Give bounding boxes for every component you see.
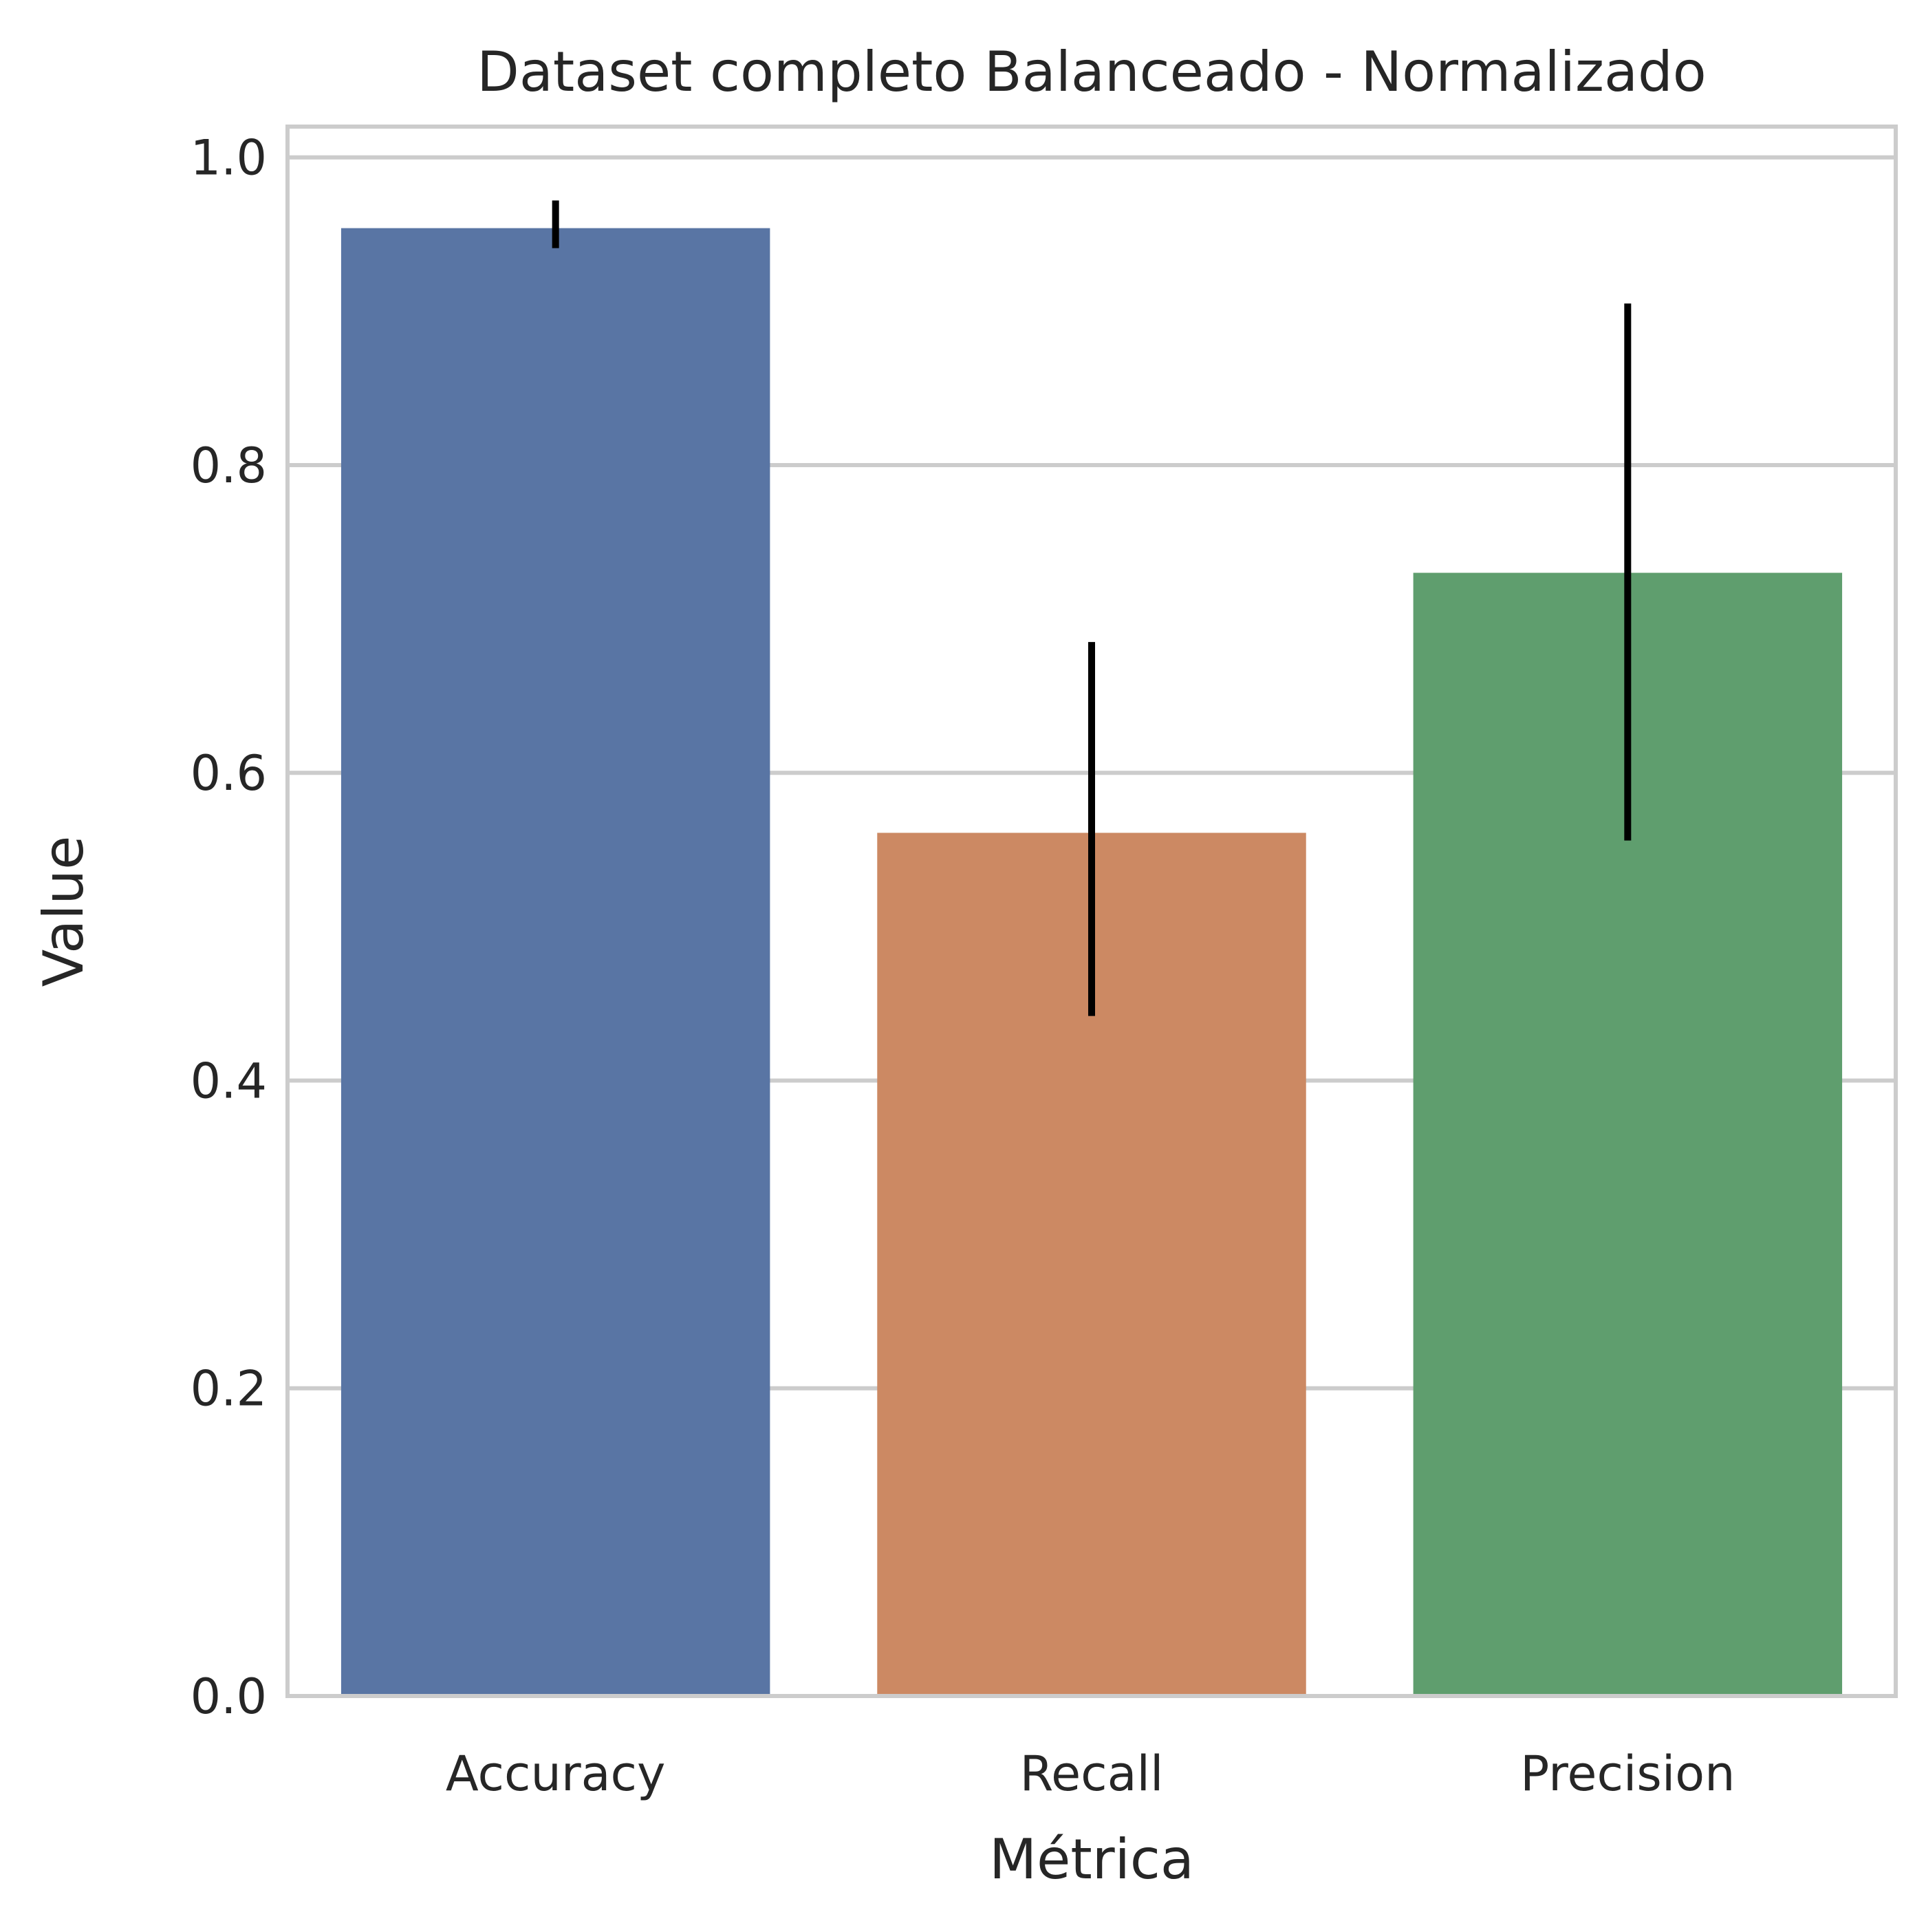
y-axis-label: Value — [32, 836, 96, 987]
bars — [340, 228, 1843, 1697]
x-tick-label-precision: Precision — [1520, 1746, 1735, 1802]
y-tick-label: 1.0 — [191, 130, 267, 186]
x-tick-label-recall: Recall — [1020, 1746, 1164, 1802]
chart-title: Dataset completo Balanceado - Normalizad… — [477, 40, 1707, 104]
plot-frame — [285, 125, 1898, 1698]
x-tick-labels: Accuracy Recall Precision — [446, 1746, 1735, 1802]
y-tick-label: 0.0 — [191, 1668, 267, 1725]
error-bars — [552, 200, 1632, 1016]
x-axis-label: Métrica — [989, 1827, 1194, 1891]
y-tick-labels: 0.0 0.2 0.4 0.6 0.8 1.0 — [191, 130, 267, 1725]
y-tick-label: 0.4 — [191, 1053, 267, 1109]
x-tick-label-accuracy: Accuracy — [446, 1746, 666, 1802]
y-tick-label: 0.2 — [191, 1361, 267, 1417]
y-tick-label: 0.6 — [191, 745, 267, 802]
bar-accuracy — [340, 228, 770, 1696]
y-tick-label: 0.8 — [191, 438, 267, 494]
